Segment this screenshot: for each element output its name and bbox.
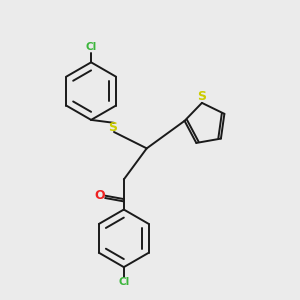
Text: S: S <box>197 91 206 103</box>
Text: O: O <box>94 189 105 202</box>
Text: Cl: Cl <box>118 277 130 287</box>
Text: S: S <box>108 121 117 134</box>
Text: Cl: Cl <box>85 42 97 52</box>
